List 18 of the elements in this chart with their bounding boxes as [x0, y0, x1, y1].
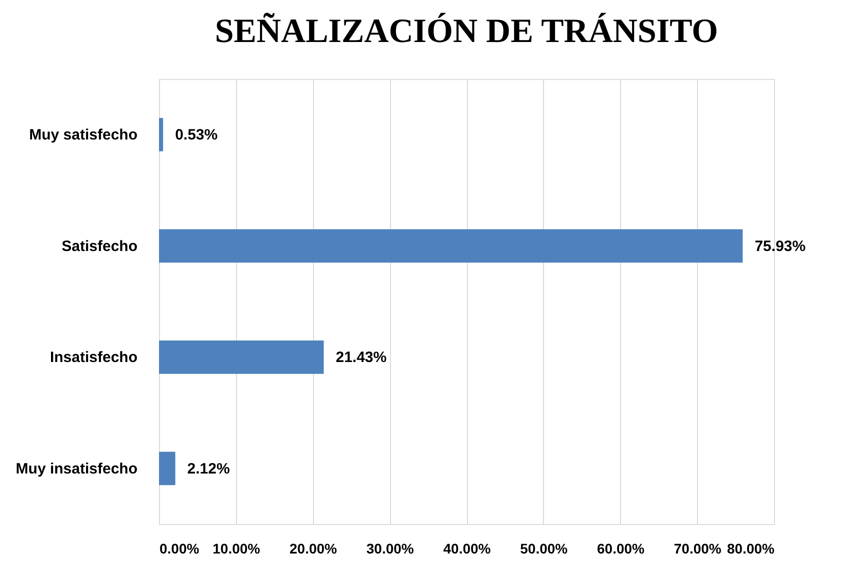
- x-tick-label: 0.00%: [160, 540, 200, 556]
- x-tick-label: 80.00%: [727, 540, 776, 556]
- y-tick-label: Satisfecho: [62, 238, 138, 255]
- y-tick-label: Insatisfecho: [50, 349, 138, 366]
- x-tick-label: 70.00%: [674, 540, 722, 556]
- x-tick-label: 50.00%: [520, 540, 568, 556]
- data-label: 75.93%: [754, 238, 806, 255]
- data-label: 21.43%: [336, 349, 387, 366]
- x-tick-label: 40.00%: [443, 540, 492, 556]
- x-tick-label: 30.00%: [366, 540, 414, 556]
- chart-title: SEÑALIZACIÓN DE TRÁNSITO: [214, 12, 718, 50]
- x-tick-label: 10.00%: [212, 540, 261, 556]
- data-label: 2.12%: [187, 460, 230, 478]
- data-label: 0.53%: [175, 126, 218, 144]
- x-tick-label: 60.00%: [597, 540, 646, 556]
- y-tick-label: Muy insatisfecho: [16, 460, 138, 478]
- y-tick-label: Muy satisfecho: [29, 126, 138, 144]
- x-tick-label: 20.00%: [290, 540, 338, 556]
